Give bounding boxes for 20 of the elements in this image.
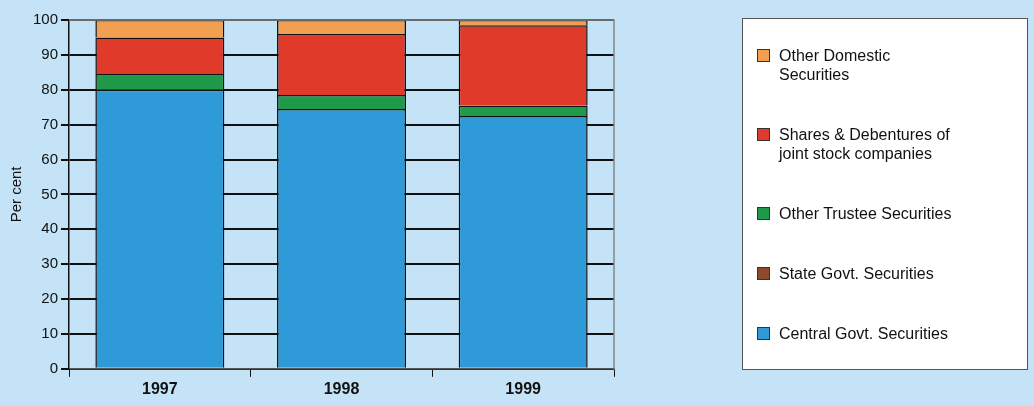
y-tick-label: 70 xyxy=(41,114,59,132)
y-tick-label: 80 xyxy=(41,79,59,97)
text: Central Govt. Securities xyxy=(779,323,949,343)
y-tick-label: 40 xyxy=(41,219,59,237)
legend-label: Other Domestic Securities xyxy=(779,45,892,84)
y-tick-label: 0 xyxy=(49,358,59,376)
y-tick-label: 10 xyxy=(41,324,59,342)
y-axis-title: Per cent xyxy=(7,165,25,223)
y-tick-label: 30 xyxy=(41,254,59,272)
x-tick-label: 1997 xyxy=(142,379,178,397)
x-tick-label: 1999 xyxy=(505,379,542,397)
legend-label: State Govt. Securities xyxy=(779,263,935,283)
legend-label: Other Trustee Securities xyxy=(779,203,953,223)
y-tick-label: 20 xyxy=(41,289,59,307)
y-tick-label: 50 xyxy=(41,184,59,202)
y-tick-label: 100 xyxy=(33,10,59,28)
y-tick-label: 60 xyxy=(41,149,59,167)
legend-label: Shares & Debentures of joint stock companies xyxy=(779,124,951,163)
x-tick-label: 1998 xyxy=(323,379,360,397)
y-tick-label: 90 xyxy=(41,45,59,63)
